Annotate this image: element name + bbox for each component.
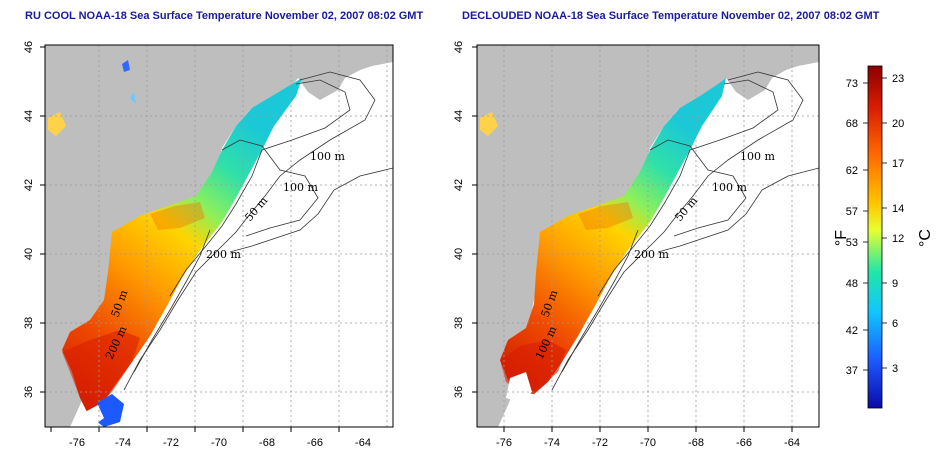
svg-text:44: 44 bbox=[23, 110, 35, 122]
right-land bbox=[477, 45, 819, 427]
left-map-frame bbox=[44, 44, 394, 428]
svg-text:42: 42 bbox=[453, 179, 465, 191]
svg-text:40: 40 bbox=[23, 248, 35, 260]
svg-text:100 m: 100 m bbox=[283, 181, 318, 194]
svg-text:44: 44 bbox=[453, 110, 465, 122]
svg-text:-70: -70 bbox=[211, 437, 227, 449]
svg-text:-74: -74 bbox=[544, 437, 560, 449]
svg-text:12: 12 bbox=[892, 233, 904, 245]
svg-text:-64: -64 bbox=[784, 437, 800, 449]
svg-text:-74: -74 bbox=[115, 437, 131, 449]
svg-text:200 m: 200 m bbox=[206, 248, 241, 261]
right-isobaths bbox=[551, 71, 819, 391]
svg-text:46: 46 bbox=[23, 41, 35, 53]
svg-text:36: 36 bbox=[23, 386, 35, 398]
svg-text:-68: -68 bbox=[688, 437, 704, 449]
svg-text:-64: -64 bbox=[355, 437, 371, 449]
svg-text:-68: -68 bbox=[259, 437, 275, 449]
svg-text:73: 73 bbox=[846, 78, 858, 90]
colorbar-celsius-label: °C bbox=[917, 229, 934, 247]
right-gridlines bbox=[477, 45, 819, 427]
svg-text:-76: -76 bbox=[496, 437, 512, 449]
svg-text:68: 68 bbox=[846, 118, 858, 130]
svg-text:46: 46 bbox=[453, 41, 465, 53]
left-map-panel: 100 m 100 m 50 m 200 m 50 m 200 m -76 -7… bbox=[23, 41, 394, 449]
right-lat-tick-labels: 46 44 42 40 38 36 bbox=[453, 41, 465, 398]
svg-text:-70: -70 bbox=[640, 437, 656, 449]
svg-text:50 m: 50 m bbox=[672, 194, 700, 224]
colorbar-fahrenheit-ticks: 73 68 62 57 53 48 42 37 bbox=[846, 78, 858, 377]
svg-text:17: 17 bbox=[892, 158, 904, 170]
svg-text:38: 38 bbox=[453, 317, 465, 329]
colorbar-fahrenheit-label: °F bbox=[833, 230, 850, 246]
left-isobaths bbox=[123, 71, 393, 391]
left-land bbox=[45, 45, 393, 427]
svg-text:9: 9 bbox=[892, 278, 898, 290]
svg-text:6: 6 bbox=[892, 318, 898, 330]
svg-text:42: 42 bbox=[846, 325, 858, 337]
right-lon-tick-labels: -76 -74 -72 -70 -68 -66 -64 bbox=[496, 437, 800, 449]
left-gridlines bbox=[45, 45, 393, 427]
svg-text:-66: -66 bbox=[736, 437, 752, 449]
svg-text:3: 3 bbox=[892, 363, 898, 375]
svg-text:53: 53 bbox=[846, 237, 858, 249]
colorbar: 73 68 62 57 53 48 42 37 23 20 17 14 12 9… bbox=[833, 65, 934, 409]
right-map-title: DECLOUDED NOAA-18 Sea Surface Temperatur… bbox=[462, 10, 880, 22]
svg-text:48: 48 bbox=[846, 278, 858, 290]
svg-text:50 m: 50 m bbox=[242, 194, 270, 224]
svg-text:100 m: 100 m bbox=[740, 150, 775, 163]
right-map-panel: 100 m 100 m 50 m 200 m 50 m 100 m -76 -7… bbox=[453, 41, 820, 449]
left-sst-field bbox=[62, 78, 302, 414]
svg-text:100 m: 100 m bbox=[310, 150, 345, 163]
svg-text:14: 14 bbox=[892, 203, 904, 215]
svg-text:-66: -66 bbox=[307, 437, 323, 449]
svg-text:38: 38 bbox=[23, 317, 35, 329]
svg-text:20: 20 bbox=[892, 118, 904, 130]
right-sst-field bbox=[500, 78, 726, 394]
colorbar-celsius-ticks: 23 20 17 14 12 9 6 3 bbox=[892, 73, 904, 375]
svg-text:42: 42 bbox=[23, 179, 35, 191]
svg-text:37: 37 bbox=[846, 365, 858, 377]
svg-text:-72: -72 bbox=[163, 437, 179, 449]
svg-text:-72: -72 bbox=[592, 437, 608, 449]
svg-text:62: 62 bbox=[846, 165, 858, 177]
svg-text:-76: -76 bbox=[69, 437, 85, 449]
left-map-title: RU COOL NOAA-18 Sea Surface Temperature … bbox=[25, 10, 424, 22]
svg-text:57: 57 bbox=[846, 206, 858, 218]
svg-text:100 m: 100 m bbox=[712, 181, 747, 194]
svg-text:40: 40 bbox=[453, 248, 465, 260]
svg-text:200 m: 200 m bbox=[634, 248, 669, 261]
left-lon-tick-labels: -76 -74 -72 -70 -68 -66 -64 bbox=[69, 437, 371, 449]
colorbar-ramp bbox=[867, 65, 883, 409]
svg-text:23: 23 bbox=[892, 73, 904, 85]
left-lat-tick-labels: 46 44 42 40 38 36 bbox=[23, 41, 35, 398]
svg-text:36: 36 bbox=[453, 386, 465, 398]
